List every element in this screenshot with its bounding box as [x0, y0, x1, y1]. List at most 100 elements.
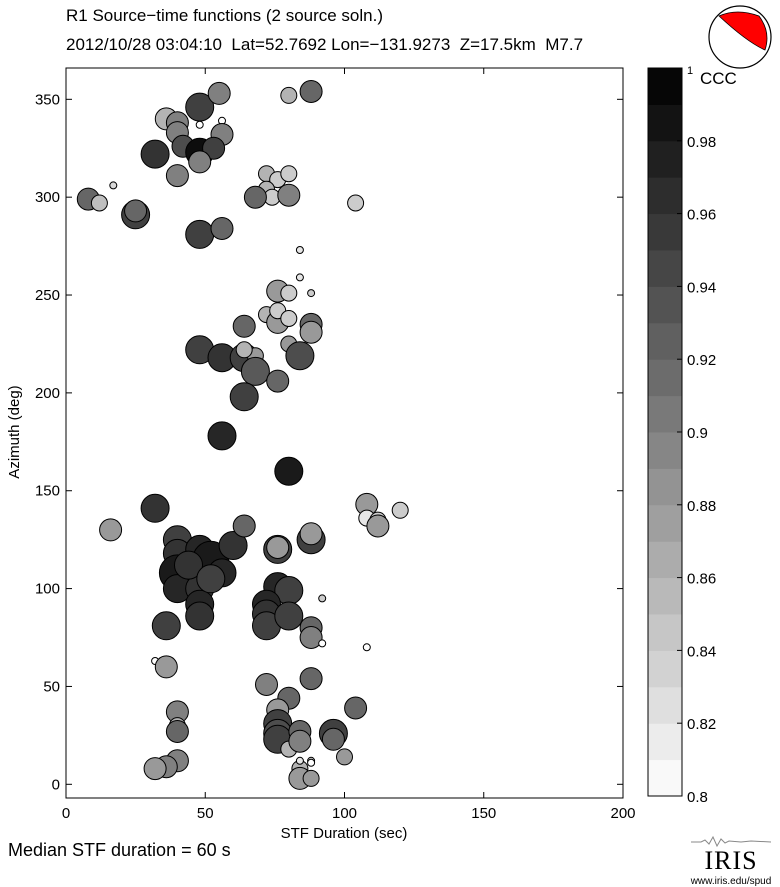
colorbar-tick-label: 1 [687, 65, 693, 77]
colorbar-band [648, 650, 682, 688]
colorbar-tick-label: 0.94 [687, 279, 716, 296]
data-point-48 [240, 356, 270, 386]
data-point-113 [295, 756, 304, 765]
data-point-51 [285, 341, 315, 371]
colorbar-band [648, 140, 682, 178]
data-point-21 [280, 86, 298, 104]
seismogram-icon [691, 835, 771, 848]
y-tick-label: 50 [43, 678, 60, 695]
colorbar-tick-label: 0.86 [687, 571, 716, 588]
colorbar-band [648, 541, 682, 579]
data-point-49 [266, 369, 290, 393]
data-point-42 [232, 314, 256, 338]
x-tick-label: 150 [471, 805, 496, 822]
data-point-2 [109, 181, 118, 190]
data-point-10 [207, 81, 231, 105]
colorbar-band [648, 468, 682, 506]
colorbar-band [648, 723, 682, 761]
y-tick-label: 0 [52, 776, 60, 793]
x-tick-label: 100 [332, 805, 357, 822]
y-axis-label: Azimuth (deg) [6, 385, 23, 478]
data-point-17 [188, 150, 212, 174]
colorbar-tick-label: 0.9 [687, 425, 708, 442]
x-tick-label: 0 [62, 805, 70, 822]
data-point-25 [280, 165, 298, 183]
colorbar-tick-label: 0.88 [687, 498, 716, 515]
chart-title-line2: 2012/10/28 03:04:10 Lat=52.7692 Lon=−131… [66, 35, 584, 54]
colorbar-band [648, 614, 682, 651]
chart-title-line1: R1 Source−time functions (2 source soln.… [66, 6, 384, 25]
data-point-115 [307, 758, 316, 767]
data-point-31 [295, 246, 304, 254]
data-point-41 [299, 320, 323, 344]
y-tick-label: 100 [35, 581, 60, 598]
data-point-22 [299, 80, 323, 103]
x-axis-label: STF Duration (sec) [281, 825, 408, 842]
colorbar-band [648, 177, 682, 215]
y-tick-label: 300 [35, 189, 60, 206]
data-point-19 [185, 219, 215, 249]
data-point-55 [140, 493, 170, 523]
data-point-54 [274, 456, 304, 486]
y-tick-label: 200 [35, 385, 60, 402]
plot-frame [65, 67, 624, 799]
y-tick-label: 250 [35, 287, 60, 304]
data-point-96 [165, 720, 189, 743]
colorbar-tick-label: 0.92 [687, 352, 716, 369]
median-stf-duration: Median STF duration = 60 s [8, 840, 231, 860]
colorbar-band [648, 104, 682, 142]
x-tick-label: 200 [610, 805, 635, 822]
colorbar-tick-label: 0.84 [687, 643, 716, 660]
data-point-32 [295, 273, 304, 282]
data-point-118 [336, 748, 353, 766]
data-point-28 [243, 185, 267, 209]
data-point-99 [143, 757, 167, 781]
data-point-62 [218, 531, 248, 560]
data-point-100 [255, 673, 278, 696]
data-point-33 [307, 289, 316, 298]
y-tick-label: 150 [35, 483, 60, 500]
colorbar-band [648, 359, 682, 397]
colorbar-band [648, 686, 682, 724]
data-point-14 [140, 139, 170, 169]
data-point-4 [124, 199, 148, 223]
colorbar-tick-label: 0.8 [687, 789, 708, 806]
data-point-81 [274, 601, 304, 631]
data-point-70 [174, 550, 203, 580]
colorbar-band [648, 759, 682, 797]
colorbar-band [648, 68, 682, 105]
data-point-89 [366, 514, 390, 538]
data-point-68 [185, 601, 215, 631]
colorbar-band [648, 213, 682, 251]
x-tick-label: 50 [197, 805, 214, 822]
data-point-109 [288, 729, 312, 753]
data-point-73 [266, 536, 290, 559]
data-point-39 [280, 310, 298, 327]
colorbar-band [648, 432, 682, 469]
data-point-112 [302, 769, 320, 787]
data-point-20 [210, 217, 234, 240]
data-point-47 [235, 341, 253, 359]
data-point-29 [277, 183, 301, 207]
data-point-83 [299, 626, 323, 649]
colorbar-tick-label: 0.96 [687, 207, 716, 224]
colorbar-tick-label: 0.98 [687, 134, 716, 151]
data-point-30 [347, 194, 365, 212]
data-point-35 [280, 284, 298, 302]
colorbar-band [648, 286, 682, 324]
iris-logo: IRIS www.iris.edu/spud [686, 834, 776, 887]
iris-logo-word: IRIS [704, 846, 758, 875]
y-tick-label: 350 [35, 91, 60, 108]
data-point-85 [318, 639, 327, 648]
colorbar-band [648, 504, 682, 542]
colorbar-label: CCC [700, 69, 737, 88]
data-point-56 [99, 518, 123, 542]
data-point-75 [299, 522, 323, 546]
data-point-52 [229, 382, 259, 412]
data-point-119 [344, 696, 368, 720]
data-point-69 [151, 611, 181, 641]
colorbar-band [648, 322, 682, 360]
data-point-90 [391, 501, 409, 519]
data-point-91 [362, 643, 371, 652]
data-point-93 [154, 655, 178, 679]
